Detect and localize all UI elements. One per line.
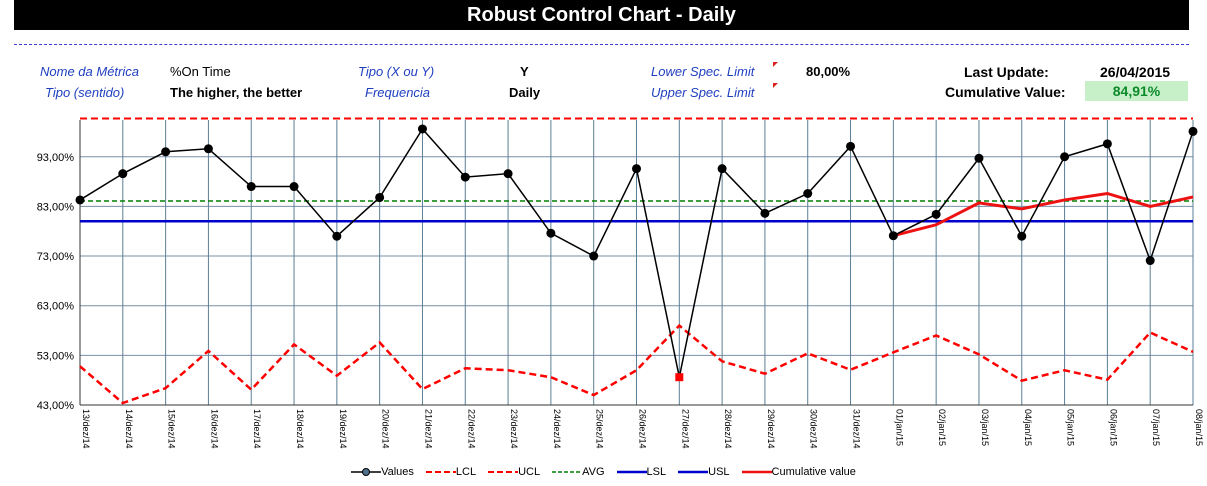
direction-label: Tipo (sentido)	[45, 85, 125, 100]
x-tick-label: 04/jan/15	[1023, 409, 1033, 446]
values-point	[846, 141, 856, 151]
values-point	[931, 209, 941, 219]
last-update-label: Last Update:	[964, 64, 1049, 80]
legend-item: LCL	[425, 466, 477, 478]
series-lcl-line	[79, 323, 1194, 405]
x-tick-label: 18/dez/14	[295, 409, 305, 449]
values-point	[460, 172, 470, 182]
x-tick-label: 20/dez/14	[381, 409, 391, 449]
type-label: Tipo (X ou Y)	[358, 64, 435, 79]
metric-name-value: %On Time	[170, 64, 231, 79]
values-point	[888, 231, 898, 241]
x-tick-label: 02/jan/15	[937, 409, 947, 446]
values-point	[289, 182, 299, 192]
legend-label: USL	[708, 466, 730, 478]
values-point	[1060, 152, 1070, 162]
x-tick-label: 16/dez/14	[209, 409, 219, 449]
values-point	[203, 144, 213, 154]
x-tick-label: 08/jan/15	[1194, 409, 1204, 446]
values-point	[1145, 256, 1155, 266]
legend-label: AVG	[582, 466, 605, 478]
legend-label: Cumulative value	[771, 466, 856, 478]
frequency-label: Frequencia	[365, 85, 431, 100]
x-tick-label: 05/jan/15	[1066, 409, 1076, 446]
values-point	[803, 188, 813, 198]
direction-value: The higher, the better	[170, 85, 303, 100]
values-point	[375, 192, 385, 202]
legend-item: Values	[351, 466, 414, 478]
x-tick-label: 25/dez/14	[595, 409, 605, 449]
lower-spec-value: 80,00%	[806, 64, 851, 79]
values-point	[632, 164, 641, 174]
x-tick-label: 30/dez/14	[809, 409, 819, 449]
x-tick-label: 29/dez/14	[766, 409, 776, 449]
x-tick-label: 15/dez/14	[167, 409, 177, 449]
y-tick-label: 53,00%	[37, 350, 75, 362]
legend-item: USL	[678, 466, 730, 478]
values-point	[417, 124, 427, 134]
x-tick-label: 14/dez/14	[124, 409, 134, 449]
type-value: Y	[520, 64, 529, 79]
y-tick-label: 43,00%	[37, 400, 75, 412]
header-divider	[14, 44, 1189, 45]
x-tick-label: 31/dez/14	[852, 409, 862, 449]
x-tick-label: 21/dez/14	[423, 409, 433, 449]
x-tick-label: 24/dez/14	[552, 409, 562, 449]
x-tick-label: 23/dez/14	[509, 409, 519, 449]
y-tick-label: 83,00%	[37, 201, 75, 213]
values-point	[1102, 139, 1112, 149]
x-tick-label: 01/jan/15	[894, 409, 904, 446]
y-tick-label: 63,00%	[37, 301, 75, 313]
y-tick-label: 93,00%	[37, 152, 75, 164]
frequency-value: Daily	[509, 85, 541, 100]
values-point	[589, 251, 599, 261]
legend-item: UCL	[488, 466, 540, 478]
upper-spec-label: Upper Spec. Limit	[651, 85, 755, 100]
legend-item: LSL	[616, 466, 667, 478]
chart-title: Robust Control Chart - Daily	[14, 0, 1189, 30]
control-chart: 43,00% 53,00% 63,00% 73,00% 83,00% 93,00% 13/d…	[37, 117, 1204, 449]
values-point	[75, 195, 85, 205]
values-point	[717, 164, 727, 174]
legend-label: LSL	[646, 466, 667, 478]
last-update-value: 26/04/2015	[1100, 64, 1171, 80]
x-tick-label: 27/dez/14	[680, 409, 690, 449]
series-cumulative-line	[892, 191, 1194, 238]
legend-label: LCL	[455, 466, 477, 478]
values-point	[1188, 126, 1198, 136]
x-tick-label: 13/dez/14	[81, 409, 91, 449]
cumulative-value: 84,91%	[1085, 81, 1188, 101]
values-point	[974, 153, 984, 163]
x-tick-label: 19/dez/14	[338, 409, 348, 449]
x-tick-label: 17/dez/14	[252, 409, 262, 449]
x-tick-label: 22/dez/14	[466, 409, 476, 449]
values-point	[332, 231, 342, 241]
legend-item: Cumulative value	[741, 466, 856, 478]
out-of-control-point	[675, 373, 684, 382]
x-tick-label: 03/jan/15	[980, 409, 990, 446]
x-tick-label: 07/jan/15	[1151, 409, 1161, 446]
legend-label: UCL	[518, 466, 541, 478]
y-tick-label: 73,00%	[37, 251, 75, 263]
x-tick-label: 26/dez/14	[638, 409, 648, 449]
values-point	[546, 228, 556, 238]
values-point	[760, 208, 770, 218]
values-point	[503, 169, 513, 179]
values-point	[118, 169, 128, 179]
values-point	[246, 182, 256, 192]
x-tick-label: 06/jan/15	[1108, 409, 1118, 446]
legend-label: Values	[381, 466, 414, 478]
values-point	[1017, 231, 1027, 241]
legend-item: AVG	[552, 466, 605, 478]
comment-marker-icon	[773, 83, 778, 88]
chart-legend: Values LCL UCL AVG LSL USL Cumulative value	[0, 466, 1207, 478]
values-point	[161, 147, 171, 157]
cumulative-label: Cumulative Value:	[945, 84, 1066, 100]
metric-name-label: Nome da Métrica	[40, 64, 139, 79]
comment-marker-icon	[773, 62, 778, 67]
lower-spec-label: Lower Spec. Limit	[651, 64, 755, 79]
x-tick-label: 28/dez/14	[723, 409, 733, 449]
